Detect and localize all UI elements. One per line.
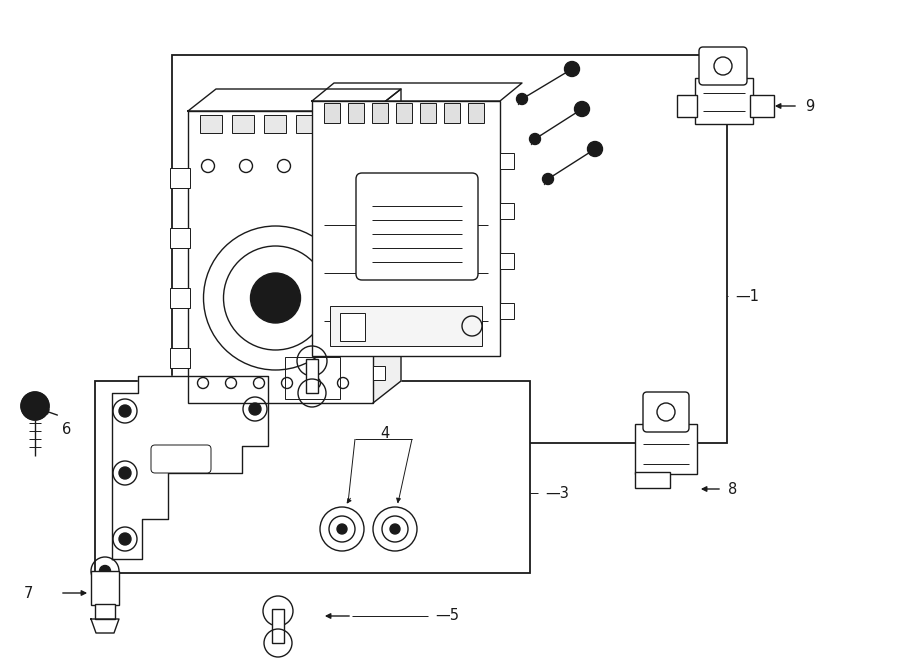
- Bar: [444, 103, 460, 123]
- Bar: [396, 103, 412, 123]
- Circle shape: [100, 566, 111, 576]
- Circle shape: [119, 533, 131, 545]
- Bar: [373, 231, 385, 245]
- Bar: [264, 115, 286, 133]
- Bar: [677, 95, 697, 117]
- Bar: [373, 321, 385, 335]
- Text: 8: 8: [728, 481, 737, 496]
- Bar: [330, 306, 482, 346]
- Circle shape: [529, 134, 541, 145]
- Circle shape: [574, 102, 590, 116]
- Text: 9: 9: [805, 98, 814, 114]
- Polygon shape: [112, 376, 268, 559]
- Circle shape: [543, 173, 553, 184]
- Polygon shape: [188, 89, 401, 111]
- Bar: [272, 609, 284, 643]
- Bar: [170, 348, 190, 368]
- Text: 6: 6: [62, 422, 71, 436]
- Text: 7: 7: [23, 586, 32, 600]
- Bar: [95, 604, 115, 619]
- Bar: [95, 381, 530, 573]
- Circle shape: [564, 61, 580, 77]
- Circle shape: [390, 524, 400, 534]
- Polygon shape: [91, 619, 119, 633]
- Text: —5: —5: [435, 609, 459, 623]
- Bar: [188, 111, 373, 403]
- Text: —3: —3: [545, 485, 569, 500]
- Bar: [500, 203, 514, 219]
- FancyBboxPatch shape: [643, 392, 689, 432]
- Circle shape: [249, 403, 261, 415]
- Bar: [324, 103, 340, 123]
- Bar: [420, 103, 436, 123]
- Bar: [373, 141, 385, 155]
- Bar: [312, 101, 500, 356]
- Circle shape: [517, 93, 527, 104]
- Bar: [91, 571, 119, 605]
- Bar: [170, 228, 190, 248]
- Circle shape: [337, 524, 347, 534]
- Bar: [200, 115, 222, 133]
- Bar: [750, 95, 774, 117]
- Bar: [340, 313, 365, 341]
- Circle shape: [119, 405, 131, 417]
- Bar: [635, 472, 670, 488]
- Bar: [500, 253, 514, 269]
- FancyBboxPatch shape: [356, 173, 478, 280]
- Text: —1: —1: [735, 288, 759, 303]
- Bar: [170, 288, 190, 308]
- FancyBboxPatch shape: [151, 445, 211, 473]
- Text: 2: 2: [250, 202, 260, 217]
- Text: 4: 4: [381, 426, 390, 440]
- Bar: [373, 276, 385, 290]
- Bar: [500, 153, 514, 169]
- Bar: [468, 103, 484, 123]
- Bar: [296, 115, 318, 133]
- Polygon shape: [373, 89, 401, 403]
- Bar: [328, 115, 350, 133]
- Polygon shape: [312, 83, 522, 101]
- Bar: [695, 78, 753, 124]
- Bar: [348, 103, 364, 123]
- Bar: [172, 55, 727, 443]
- Bar: [170, 168, 190, 188]
- Circle shape: [119, 467, 131, 479]
- Circle shape: [250, 273, 301, 323]
- Bar: [635, 424, 697, 474]
- Bar: [500, 303, 514, 319]
- FancyBboxPatch shape: [699, 47, 747, 85]
- Bar: [373, 366, 385, 380]
- Circle shape: [588, 141, 602, 157]
- Bar: [306, 359, 318, 393]
- Bar: [373, 186, 385, 200]
- Circle shape: [21, 392, 49, 420]
- Bar: [232, 115, 254, 133]
- Bar: [372, 103, 388, 123]
- Bar: [285, 357, 340, 399]
